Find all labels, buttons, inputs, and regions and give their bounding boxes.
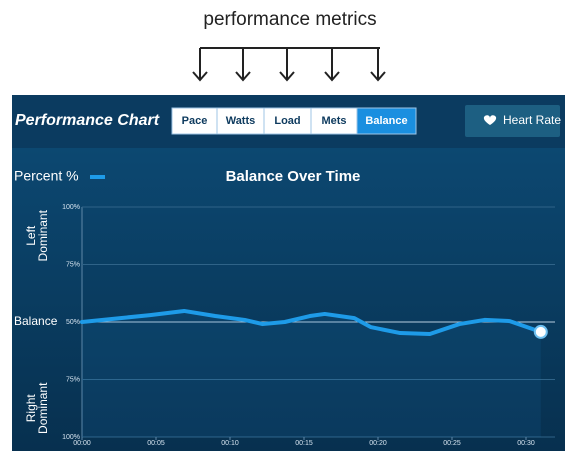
tab-label: Load <box>274 115 300 127</box>
annotation-arrows <box>192 47 386 82</box>
x-tick-label: 00:30 <box>517 440 535 447</box>
x-tick-label: 00:20 <box>369 440 387 447</box>
tab-label: Mets <box>321 115 346 127</box>
x-tick-label: 00:00 <box>73 440 91 447</box>
line-area <box>82 310 541 437</box>
end-point <box>533 324 548 339</box>
tab-label: Watts <box>226 115 256 127</box>
x-tick-label: 00:05 <box>147 440 165 447</box>
heart-icon <box>483 115 497 125</box>
tab-label: Balance <box>365 115 407 127</box>
x-tick-label: 00:15 <box>295 440 313 447</box>
y-group-label: Balance <box>14 314 58 328</box>
y-tick-label: 75% <box>66 376 80 383</box>
annotation: performance metrics <box>203 9 376 30</box>
x-tick-label: 00:10 <box>221 440 239 447</box>
tab-button[interactable] <box>356 107 417 135</box>
chart-title: Balance Over Time <box>226 168 361 185</box>
tab-group: Pace Watts Load Mets Balance <box>171 107 417 135</box>
tab-button[interactable] <box>310 107 358 135</box>
heart-rate-label: Heart Rate <box>503 113 561 127</box>
y-group-label: LeftDominant <box>24 209 50 261</box>
y-tick-label: 100% <box>62 204 80 211</box>
header-title: Performance Chart <box>15 112 160 129</box>
heart-rate-button[interactable] <box>465 105 560 137</box>
y-tick-label: 75% <box>66 261 80 268</box>
series-line <box>80 308 543 336</box>
y-tick-label: 100% <box>62 434 80 441</box>
legend-label: Percent % <box>14 168 79 184</box>
y-tick-label: 50% <box>66 319 80 326</box>
x-tick-label: 00:25 <box>443 440 461 447</box>
plot: 100%75%50%75%100%00:00 00:05 00:10 00:15 00:… <box>14 204 555 447</box>
tab-label: Pace <box>182 115 208 127</box>
tab-button[interactable] <box>171 107 218 135</box>
app-panel <box>12 95 565 451</box>
y-group-label: RightDominant <box>24 382 50 434</box>
